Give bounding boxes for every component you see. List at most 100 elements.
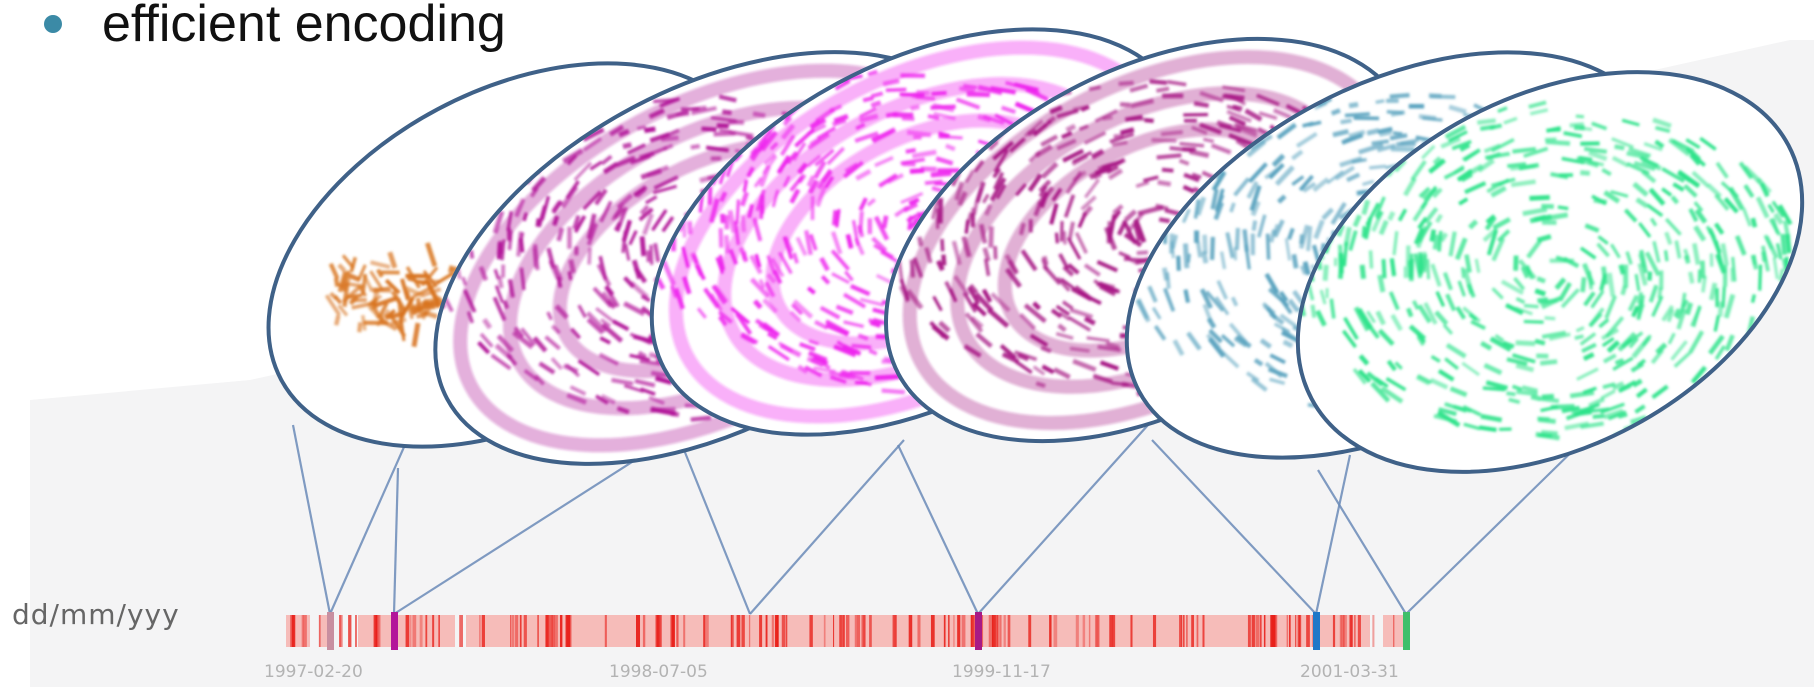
event-mark	[1136, 250, 1149, 256]
event-mark	[1193, 101, 1210, 108]
event-mark	[1649, 217, 1658, 227]
event-mark	[1342, 241, 1348, 267]
event-mark	[1576, 367, 1599, 381]
event-mark	[594, 188, 608, 206]
event-mark	[653, 242, 661, 263]
event-mark	[425, 242, 438, 267]
event-mark	[1643, 141, 1663, 152]
event-mark	[1020, 249, 1038, 272]
event-mark	[1390, 313, 1403, 332]
event-mark	[739, 191, 750, 207]
event-mark	[1161, 167, 1174, 173]
timeline-event-mark	[551, 615, 555, 647]
event-mark	[935, 156, 954, 166]
timeline-event-mark	[1007, 615, 1011, 647]
timeline-event-mark	[957, 615, 961, 647]
event-mark	[974, 292, 994, 313]
event-mark	[1377, 126, 1393, 135]
event-mark	[1661, 167, 1685, 183]
event-mark	[1478, 425, 1497, 432]
event-mark	[1186, 331, 1202, 351]
event-mark	[1611, 381, 1625, 391]
event-mark	[1063, 194, 1076, 218]
event-mark	[1512, 146, 1537, 154]
event-mark	[1621, 118, 1640, 127]
event-mark	[469, 250, 475, 259]
timeline-event-mark	[432, 615, 435, 647]
event-mark	[779, 343, 802, 358]
event-mark	[1764, 235, 1779, 259]
event-mark	[1042, 264, 1062, 286]
event-mark	[1348, 129, 1366, 139]
timeline-event-mark	[537, 615, 539, 647]
timeline-event-mark	[823, 615, 826, 647]
event-mark	[903, 202, 919, 213]
event-mark	[1271, 153, 1286, 168]
event-mark	[795, 236, 808, 256]
connector-line	[749, 439, 905, 615]
event-mark	[843, 320, 865, 329]
event-mark	[1453, 404, 1472, 413]
event-mark	[1411, 299, 1420, 310]
event-mark	[1432, 156, 1442, 165]
event-mark	[1545, 212, 1569, 221]
event-mark	[792, 299, 814, 319]
event-mark	[938, 320, 951, 333]
event-mark	[586, 318, 605, 335]
event-mark	[1464, 254, 1472, 273]
event-mark	[767, 345, 790, 362]
event-mark	[1310, 304, 1317, 318]
event-mark	[1750, 294, 1756, 303]
event-mark	[1580, 277, 1587, 293]
event-mark	[1397, 208, 1408, 222]
timeline-event-mark	[1152, 615, 1157, 647]
event-mark	[490, 353, 512, 371]
event-mark	[804, 229, 813, 256]
event-mark	[1112, 210, 1122, 221]
event-mark	[1713, 222, 1725, 235]
event-mark	[1761, 251, 1767, 262]
event-mark	[1463, 148, 1481, 162]
event-mark	[758, 164, 772, 188]
timeline-segment	[321, 615, 330, 647]
tick-label-1: 1997-02-20	[264, 662, 363, 682]
timeline-event-mark	[425, 615, 428, 647]
event-mark	[1132, 223, 1141, 242]
event-mark	[940, 238, 945, 252]
event-mark	[1492, 217, 1511, 230]
event-mark	[411, 322, 421, 348]
timeline-event-mark	[1286, 615, 1289, 647]
event-mark	[777, 155, 791, 174]
event-mark	[1348, 230, 1358, 252]
event-mark	[1528, 100, 1547, 109]
timeline-event-mark	[419, 615, 423, 647]
event-mark	[1183, 172, 1200, 183]
event-mark	[1772, 257, 1779, 280]
timeline-event-mark	[961, 615, 966, 647]
event-mark	[1032, 365, 1046, 376]
timeline-event-mark	[519, 615, 522, 647]
event-mark	[1106, 165, 1119, 175]
event-mark	[1361, 199, 1371, 216]
event-mark	[1119, 102, 1131, 108]
event-mark	[1617, 331, 1637, 352]
event-mark	[758, 322, 779, 337]
event-mark	[1460, 267, 1466, 279]
event-mark	[1522, 207, 1548, 216]
event-mark	[1344, 112, 1370, 118]
event-mark	[1093, 279, 1114, 295]
event-mark	[565, 180, 580, 200]
event-mark	[1245, 371, 1260, 383]
event-mark	[360, 273, 368, 296]
event-mark	[1049, 203, 1059, 225]
event-mark	[1273, 219, 1285, 238]
event-mark	[1403, 177, 1417, 197]
event-mark	[909, 168, 925, 174]
event-mark	[873, 243, 895, 259]
event-mark	[1603, 190, 1621, 204]
event-mark	[1399, 138, 1419, 146]
event-mark	[871, 236, 888, 253]
event-mark	[696, 307, 707, 319]
event-mark	[749, 277, 771, 299]
event-mark	[1358, 142, 1384, 155]
